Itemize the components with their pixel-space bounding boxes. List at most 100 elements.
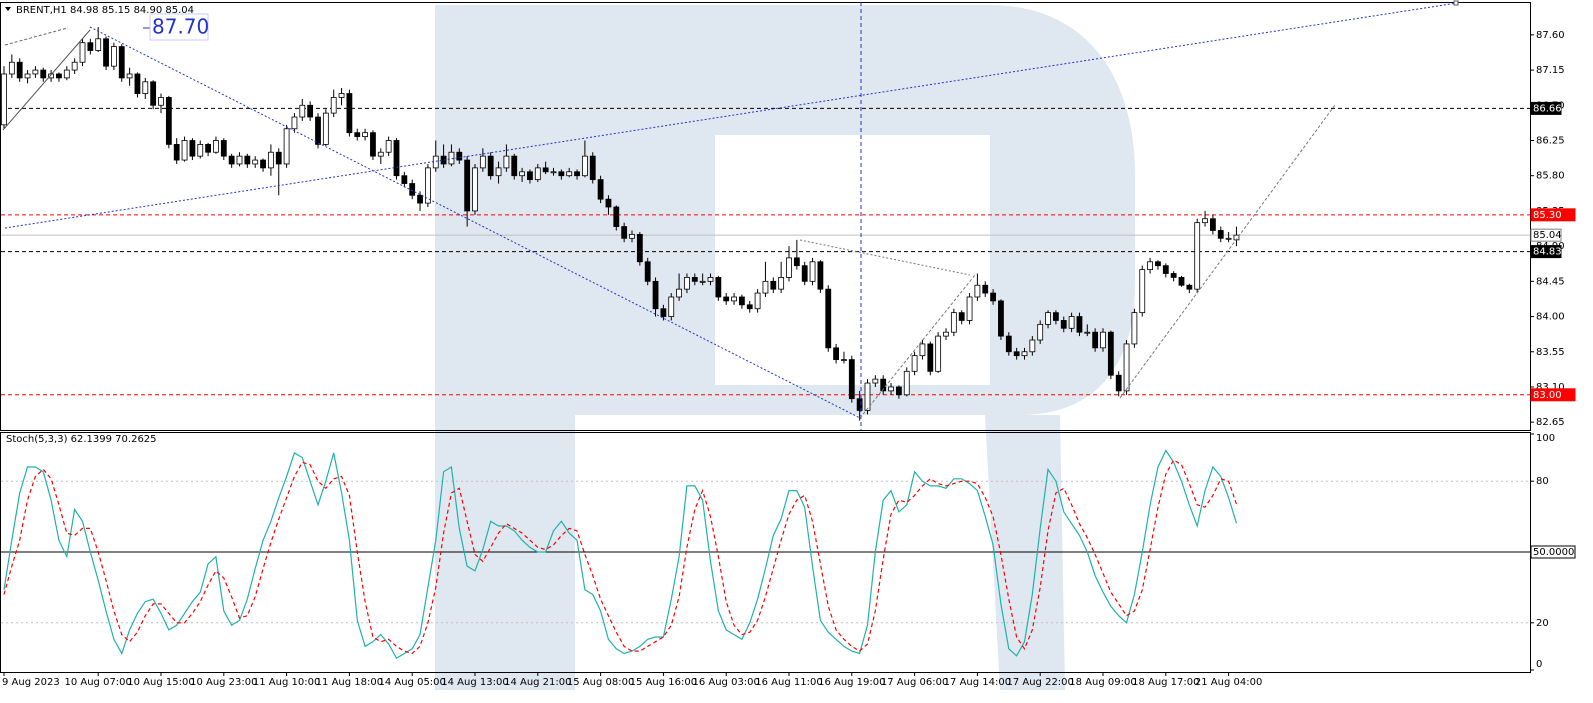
grid-layer	[1, 107, 1530, 624]
candle-body	[424, 167, 431, 204]
candle-body	[315, 116, 321, 145]
candle-body	[472, 167, 478, 212]
candle-body	[754, 292, 761, 310]
candle-body	[213, 140, 219, 153]
drawing-line	[859, 274, 976, 419]
x-tick-label: 10 Aug 07:00	[64, 677, 131, 688]
candle-body	[519, 171, 525, 177]
candle-body	[267, 151, 274, 169]
x-tick-label: 14 Aug 05:00	[378, 677, 445, 688]
candle-body	[158, 97, 164, 106]
y-tick-label: 87.60	[1536, 30, 1565, 41]
candle-body	[338, 93, 345, 98]
candle-body	[848, 359, 855, 400]
x-tick-label: 11 Aug 10:00	[253, 677, 320, 688]
x-tick-label: 16 Aug 19:00	[818, 677, 885, 688]
candle-body	[1147, 261, 1153, 270]
candle-body	[1005, 335, 1012, 353]
price-label: 87.70	[152, 15, 209, 39]
watermark-logo	[435, 5, 1135, 690]
candle-body	[746, 304, 753, 310]
candle-body	[841, 359, 847, 361]
candle-body	[872, 378, 879, 384]
candle-body	[589, 155, 596, 181]
candle-body	[542, 167, 549, 173]
candle-body	[1, 73, 7, 126]
candle-body	[935, 335, 942, 372]
level-label-box	[1530, 545, 1576, 559]
candle-body	[63, 69, 70, 79]
candle-body	[299, 104, 306, 118]
trend-line	[4, 2, 1458, 229]
candle-body	[95, 38, 102, 51]
candle-body	[275, 151, 282, 165]
y-tick-label: 87.15	[1536, 65, 1565, 76]
candle-body	[1186, 284, 1193, 290]
candle-body	[966, 296, 973, 321]
x-tick-label: 18 Aug 09:00	[1069, 677, 1136, 688]
candle-body	[377, 151, 384, 157]
drawing-line	[799, 239, 971, 276]
candle-body	[448, 151, 455, 165]
candle-body	[236, 155, 243, 165]
candle-body	[1029, 339, 1036, 353]
candle-body	[1076, 316, 1083, 333]
candle-body	[699, 280, 706, 283]
candle-body	[79, 42, 86, 63]
candle-body	[676, 288, 682, 298]
candle-body	[87, 42, 94, 51]
candle-body	[56, 73, 62, 79]
price-label-box	[149, 13, 209, 41]
candle-body	[1013, 351, 1020, 357]
candle-body	[990, 292, 996, 302]
candle-body	[205, 144, 212, 153]
x-tick-label: 10 Aug 23:00	[190, 677, 257, 688]
y-tick-label: 83.55	[1536, 347, 1565, 358]
drawings: 87.70	[2, 0, 1459, 430]
x-tick-label: 15 Aug 08:00	[567, 677, 634, 688]
candle-body	[786, 257, 792, 278]
candle-body	[950, 312, 957, 333]
candle-body	[644, 261, 651, 282]
candle-body	[354, 132, 361, 137]
candle-body	[220, 140, 227, 157]
candle-body	[888, 386, 894, 392]
level-label: 50.0000	[1533, 547, 1574, 558]
candle-body	[998, 300, 1004, 337]
candle-body	[511, 155, 518, 177]
y-tick-label: 85.80	[1536, 171, 1565, 182]
candle-body	[1210, 218, 1216, 231]
candle-body	[691, 277, 698, 282]
candle-body	[252, 159, 259, 165]
x-tick-label: 17 Aug 14:00	[944, 677, 1011, 688]
candle-body	[346, 93, 353, 134]
candle-body	[911, 355, 918, 372]
candle-body	[864, 382, 871, 411]
candle-body	[660, 308, 667, 317]
candle-body	[464, 159, 471, 212]
level-label: 86.66	[1533, 103, 1562, 114]
axis-layer: 87.6087.1586.7086.2585.8085.3584.9084.45…	[2, 30, 1576, 688]
candle-body	[1092, 331, 1099, 349]
level-label-box	[1530, 208, 1576, 222]
candle-body	[1060, 320, 1067, 329]
candle-body	[1155, 261, 1161, 267]
y-tick-label: 82.65	[1536, 417, 1565, 428]
candle-body	[1139, 269, 1146, 314]
candle-body	[417, 194, 423, 204]
drawing-line	[1119, 104, 1336, 399]
level-label: 85.04	[1533, 230, 1562, 241]
marks-layer	[1, 27, 1240, 660]
level-label-box	[1530, 245, 1562, 259]
x-tick-label: 9 Aug 2023	[2, 677, 60, 688]
candle-body	[739, 296, 745, 306]
candle-body	[527, 171, 533, 181]
candle-body	[1053, 312, 1059, 321]
indicator-tick-label: 100	[1536, 433, 1555, 444]
candle-body	[393, 140, 400, 177]
x-tick-label: 14 Aug 13:00	[441, 677, 508, 688]
candle-body	[330, 97, 337, 114]
candle-body	[1225, 237, 1232, 240]
level-label-box	[1530, 228, 1562, 242]
candle-body	[142, 81, 149, 94]
